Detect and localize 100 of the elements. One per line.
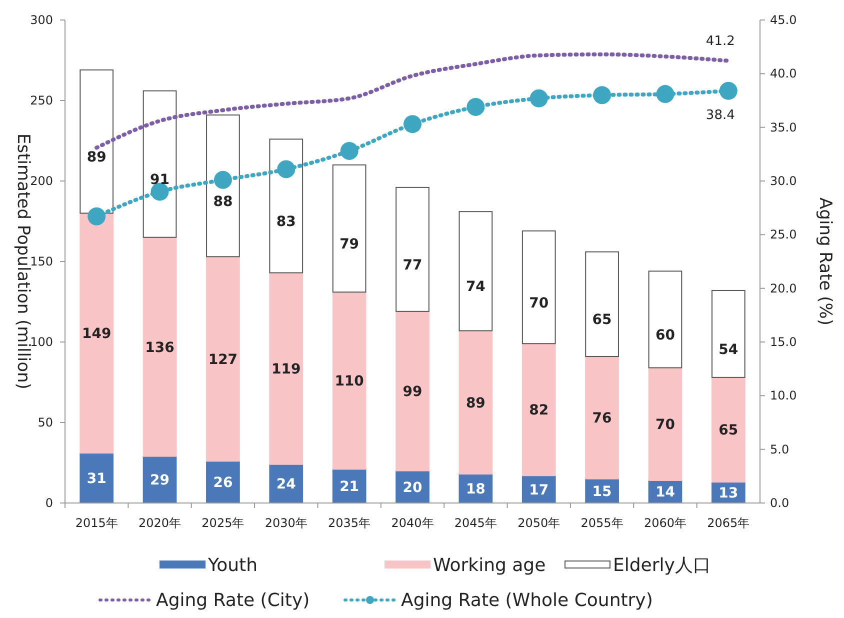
data-label: 18 xyxy=(466,482,486,498)
data-label: 21 xyxy=(340,479,360,496)
data-label: 38.4 xyxy=(706,108,735,123)
point xyxy=(340,142,358,160)
data-label: 136 xyxy=(145,340,174,356)
y-tick-label: 250 xyxy=(30,94,53,108)
data-label: 79 xyxy=(340,236,360,252)
point xyxy=(656,85,674,104)
bar xyxy=(206,114,240,258)
x-tick-label: 2035年 xyxy=(328,516,371,530)
data-label: 99 xyxy=(402,384,422,400)
y-tick-label: 100 xyxy=(30,335,53,349)
data-label: 24 xyxy=(276,476,296,493)
y2-tick-label: 0.0 xyxy=(770,496,790,510)
bar xyxy=(458,211,493,332)
y2-tick-label: 10.0 xyxy=(770,388,797,403)
bar xyxy=(332,292,366,470)
legend-label: Aging Rate (Whole Country) xyxy=(401,590,653,611)
x-tick-label: 2050年 xyxy=(518,516,560,530)
bar xyxy=(142,236,177,457)
data-label: 65 xyxy=(592,312,612,328)
data-label: 82 xyxy=(529,402,549,419)
data-label: 74 xyxy=(466,279,486,296)
data-label: 89 xyxy=(86,150,106,166)
data-label: 15 xyxy=(592,484,612,500)
data-label: 17 xyxy=(529,482,549,498)
data-label: 20 xyxy=(402,480,422,496)
y-tick-label: 200 xyxy=(30,174,53,188)
bar xyxy=(80,212,114,454)
y-tick-label: 150 xyxy=(30,254,53,268)
bar xyxy=(80,69,114,214)
data-label: 60 xyxy=(655,327,676,344)
y2-tick-label: 40.0 xyxy=(770,66,797,81)
data-label: 110 xyxy=(334,374,364,390)
point xyxy=(466,98,485,116)
data-label: 54 xyxy=(718,342,738,358)
data-label: 13 xyxy=(718,486,738,502)
bar xyxy=(648,270,682,368)
point xyxy=(530,89,548,108)
x-tick-label: 2030年 xyxy=(264,516,308,530)
bar xyxy=(206,256,240,462)
bar xyxy=(80,452,114,504)
x-tick-label: 2040年 xyxy=(391,516,434,530)
bar xyxy=(585,251,619,357)
y2-axis-title: Aging Rate (%) xyxy=(815,198,835,326)
data-label: 76 xyxy=(592,410,612,427)
legend-label: Youth xyxy=(207,555,258,576)
x-tick-label: 2060年 xyxy=(644,516,686,530)
bar xyxy=(458,330,493,475)
bar xyxy=(585,356,619,480)
data-label: 88 xyxy=(213,194,233,210)
data-label: 31 xyxy=(86,471,106,488)
point xyxy=(719,82,738,100)
point xyxy=(88,207,106,226)
x-tick-label: 2055年 xyxy=(580,516,624,530)
legend-label: Working age xyxy=(433,555,546,576)
x-tick-label: 2065年 xyxy=(707,516,750,530)
data-label: 70 xyxy=(529,295,549,312)
data-label: 127 xyxy=(208,352,238,368)
y2-tick-label: 30.0 xyxy=(770,174,797,188)
bar xyxy=(396,310,430,472)
point xyxy=(593,86,612,104)
x-tick-label: 2015年 xyxy=(75,516,118,530)
bar xyxy=(522,230,556,344)
point xyxy=(404,115,422,134)
data-label: 26 xyxy=(213,475,233,492)
bar xyxy=(269,138,304,274)
y-tick-label: 50 xyxy=(38,416,53,430)
y2-tick-label: 35.0 xyxy=(770,120,797,134)
x-tick-label: 2045年 xyxy=(454,516,497,530)
y2-tick-label: 15.0 xyxy=(770,335,797,349)
y2-tick-label: 20.0 xyxy=(770,281,797,296)
x-tick-label: 2025年 xyxy=(202,516,244,530)
data-label: 14 xyxy=(655,484,676,501)
point xyxy=(277,160,296,178)
y-tick-label: 300 xyxy=(30,13,53,27)
y2-tick-label: 5.0 xyxy=(770,442,790,456)
data-label: 91 xyxy=(150,172,170,188)
bar xyxy=(269,272,304,465)
bar xyxy=(711,290,746,378)
data-label: 89 xyxy=(466,395,486,412)
x-tick-label: 2020年 xyxy=(138,516,182,530)
data-label: 29 xyxy=(150,472,170,489)
y2-tick-label: 45.0 xyxy=(770,13,797,27)
data-label: 149 xyxy=(82,326,112,342)
data-label: 41.2 xyxy=(706,34,735,49)
y2-tick-label: 25.0 xyxy=(770,228,797,242)
y-tick-label: 0 xyxy=(45,496,53,510)
data-label: 83 xyxy=(276,214,296,230)
bar xyxy=(142,90,177,238)
bar xyxy=(522,343,556,476)
data-label: 65 xyxy=(718,422,738,439)
point xyxy=(214,170,232,189)
bar xyxy=(648,367,682,481)
data-label: 77 xyxy=(402,257,422,274)
data-label: 70 xyxy=(655,417,676,434)
bar xyxy=(332,164,366,293)
bar xyxy=(711,376,746,483)
data-label: 119 xyxy=(272,362,301,378)
legend-label: Aging Rate (City) xyxy=(156,590,310,611)
